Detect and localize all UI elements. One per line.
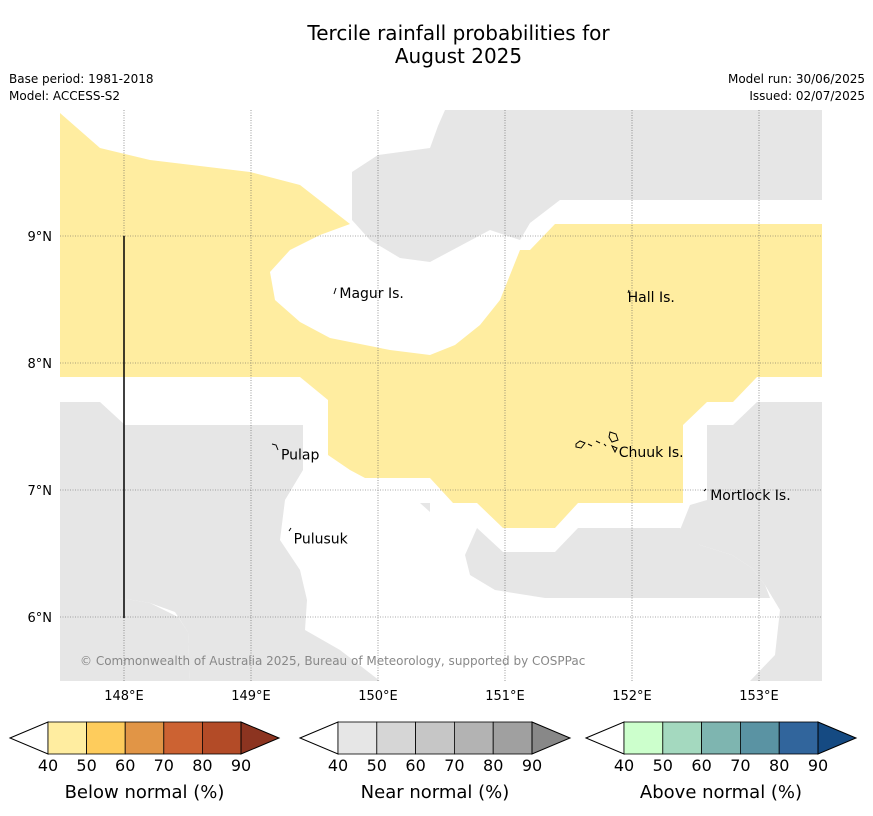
colorbar-extend-low — [8, 721, 49, 755]
copyright-notice: © Commonwealth of Australia 2025, Bureau… — [80, 654, 585, 668]
colorbar-swatch — [778, 721, 819, 755]
colorbar-swatch — [201, 721, 242, 755]
colorbar-tick-label: 60 — [691, 756, 711, 775]
colorbar-tick-label: 70 — [730, 756, 750, 775]
longitude-tick-label: 153°E — [739, 689, 779, 704]
colorbar-swatch — [86, 721, 126, 755]
colorbar-swatch — [124, 721, 165, 755]
near-normal-region-island — [526, 142, 566, 150]
model-name: Model: ACCESS-S2 — [9, 89, 121, 103]
place-labels: Magur Is. Hall Is. Pulap Chuuk Is. Mortlock … — [281, 286, 791, 547]
colorbar-swatch — [163, 721, 203, 755]
longitude-tick-label: 151°E — [485, 689, 525, 704]
near-normal-region-south-central — [465, 528, 770, 598]
longitude-tick-label: 149°E — [231, 689, 271, 704]
near-normal-region-north — [352, 110, 822, 262]
place-label: Pulap — [281, 447, 320, 463]
colorbar-above: 40 50 60 70 80 90 Above normal (%) — [584, 721, 858, 803]
colorbar-tick-label: 40 — [614, 756, 634, 775]
title-line-2: August 2025 — [394, 44, 523, 68]
colorbar-tick-label: 70 — [444, 756, 464, 775]
colorbar-title: Below normal (%) — [65, 782, 225, 803]
colorbar-tick-label: 40 — [328, 756, 348, 775]
latitude-tick-label: 6°N — [28, 611, 53, 626]
meta-left: Base period: 1981-2018 Model: ACCESS-S2 — [9, 71, 154, 105]
model-run: Model run: 30/06/2025 — [727, 72, 865, 86]
colorbar-extend-high — [240, 721, 281, 755]
chuuk-lagoon-shape — [575, 431, 619, 454]
colorbar-swatch — [47, 721, 87, 755]
colorbar-title: Above normal (%) — [640, 782, 802, 803]
below-normal-notch-edge — [300, 377, 328, 400]
latitude-tick-label: 9°N — [28, 230, 53, 245]
colorbar-extend-high — [531, 721, 572, 755]
colorbar-tick-label: 90 — [231, 756, 251, 775]
colorbar-tick-label: 90 — [808, 756, 828, 775]
colorbar-tick-label: 50 — [76, 756, 96, 775]
colorbar-below: 40 50 60 70 80 90 Below normal (%) — [8, 721, 281, 803]
colorbar-extend-low — [584, 721, 625, 755]
base-period: Base period: 1981-2018 — [9, 72, 154, 86]
colorbar-swatch — [701, 721, 741, 755]
place-label: Chuuk Is. — [619, 445, 684, 461]
mortlock-island-shape — [703, 488, 707, 492]
place-label: Mortlock Is. — [710, 488, 790, 504]
colorbar-tick-label: 50 — [367, 756, 387, 775]
colorbar-tick-label: 70 — [154, 756, 174, 775]
pulusuk-island-shape — [288, 527, 292, 532]
meta-right: Model run: 30/06/2025 Issued: 02/07/2025 — [728, 71, 865, 105]
colorbar-tick-label: 60 — [405, 756, 425, 775]
colorbar-tick-label: 60 — [115, 756, 135, 775]
colorbar-legends: 40 50 60 70 80 90 Below normal (%) 40 50 60 70 80 90… — [8, 721, 858, 803]
colorbar-extend-high — [817, 721, 858, 755]
colorbar-swatch — [376, 721, 416, 755]
colorbar-tick-label: 90 — [522, 756, 542, 775]
colorbar-swatch — [492, 721, 533, 755]
longitude-tick-labels: 148°E 149°E 150°E 151°E 152°E 153°E — [104, 689, 779, 704]
colorbar-tick-label: 80 — [483, 756, 503, 775]
colorbar-swatch — [453, 721, 494, 755]
longitude-tick-label: 148°E — [104, 689, 144, 704]
colorbar-extend-low — [298, 721, 339, 755]
latitude-tick-label: 8°N — [28, 357, 53, 372]
title-line-1: Tercile rainfall probabilities for — [307, 21, 610, 45]
colorbar-title: Near normal (%) — [361, 782, 510, 803]
longitude-tick-label: 152°E — [612, 689, 652, 704]
near-normal-region-south-east — [680, 402, 822, 681]
colorbar-tick-label: 40 — [38, 756, 58, 775]
place-label: Pulusuk — [294, 531, 349, 547]
colorbar-swatch — [662, 721, 702, 755]
colorbar-swatch — [740, 721, 780, 755]
magur-island-shape — [333, 287, 337, 295]
pulap-island-shape — [271, 443, 279, 451]
colorbar-tick-label: 80 — [769, 756, 789, 775]
hall-island-shape — [627, 289, 630, 294]
near-normal-region-south — [60, 402, 380, 681]
place-label: Magur Is. — [339, 286, 404, 302]
island-outlines — [271, 287, 707, 532]
near-normal-region-south-west-lower — [60, 598, 190, 681]
colorbar-swatch — [415, 721, 455, 755]
place-label: Hall Is. — [628, 290, 675, 306]
colorbar-tick-label: 50 — [653, 756, 673, 775]
latitude-tick-labels: 9°N 8°N 7°N 6°N — [28, 230, 53, 626]
issued-date: Issued: 02/07/2025 — [749, 89, 865, 103]
map-title: Tercile rainfall probabilities for Augus… — [0, 22, 873, 68]
colorbar-tick-label: 80 — [192, 756, 212, 775]
below-normal-notch — [100, 377, 328, 425]
below-normal-region — [60, 113, 822, 528]
colorbar-near: 40 50 60 70 80 90 Near normal (%) — [298, 721, 572, 803]
latitude-tick-label: 7°N — [28, 484, 53, 499]
probability-shading — [60, 110, 822, 681]
colorbar-swatch — [337, 721, 378, 755]
longitude-tick-label: 150°E — [358, 689, 398, 704]
near-normal-region-fleck — [420, 503, 430, 512]
colorbar-swatch — [623, 721, 664, 755]
